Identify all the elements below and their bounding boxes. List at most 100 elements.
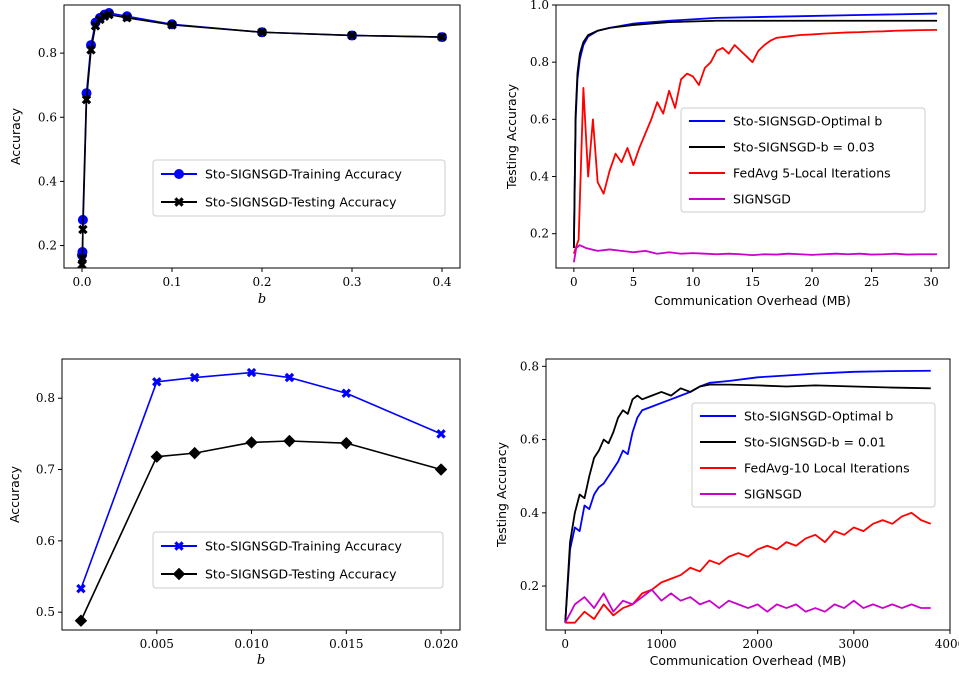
series-line-fedavg-10-local-iterations xyxy=(565,511,932,624)
series-line-signsgd xyxy=(572,244,938,263)
plot-area xyxy=(572,12,938,263)
chart-panel-2: 0 5 10 15 20 25 30 0.2 0.4 0.6 0.8 1.0 Communication… xyxy=(504,0,950,308)
legend-frame xyxy=(152,531,444,589)
plot-frame xyxy=(63,4,461,269)
x-tick-label: 1000 xyxy=(646,637,677,651)
x-tick-label: 0.005 xyxy=(140,637,174,651)
legend-frame xyxy=(680,107,926,213)
plot-frame xyxy=(61,358,461,631)
plot-area xyxy=(77,8,447,268)
x-tick-label: 0.4 xyxy=(432,275,451,289)
chart-panel-1: 0.0 0.1 0.2 0.3 0.4 0.2 0.4 0.6 0.8 b Accuracy Sto-… xyxy=(8,4,461,307)
x-tick-label: 0.2 xyxy=(252,275,271,289)
legend-label: Sto-SIGNSGD-Optimal b xyxy=(744,409,893,424)
series-line-sto-signsgd-b-0-01 xyxy=(564,383,931,623)
x-tick-label: 0.1 xyxy=(162,275,181,289)
legend-label: Sto-SIGNSGD-Optimal b xyxy=(733,114,882,129)
legend: Sto-SIGNSGD-Training Accuracy Sto-SIGNSGD… xyxy=(152,531,444,589)
legend-marker xyxy=(174,541,184,551)
x-tick-label: 20 xyxy=(804,275,819,289)
y-tick-label: 0.2 xyxy=(530,227,549,241)
data-point-sto-signsgd-testing-accuracy xyxy=(340,436,353,450)
data-point-sto-signsgd-testing-accuracy xyxy=(77,253,88,264)
plot-area xyxy=(74,367,448,627)
x-tick-label: 0.3 xyxy=(342,275,361,289)
y-tick-label: 1.0 xyxy=(530,0,549,12)
data-point-sto-signsgd-testing-accuracy xyxy=(74,614,88,627)
data-point-sto-signsgd-testing-accuracy xyxy=(347,30,357,41)
legend-marker xyxy=(174,169,184,179)
y-tick-label: 0.4 xyxy=(520,506,539,520)
y-axis-label: Testing Accuracy xyxy=(504,83,519,190)
y-tick-label: 0.2 xyxy=(38,239,57,253)
x-tick-label: 15 xyxy=(745,275,760,289)
data-point-sto-signsgd-testing-accuracy xyxy=(434,463,448,476)
y-tick-label: 0.6 xyxy=(520,433,539,447)
y-tick-label: 0.6 xyxy=(530,112,549,126)
data-point-sto-signsgd-training-accuracy xyxy=(436,429,446,439)
y-tick-label: 0.2 xyxy=(520,579,539,593)
legend-label: SIGNSGD xyxy=(744,487,802,502)
legend-label: FedAvg-10 Local Iterations xyxy=(744,461,910,476)
data-point-sto-signsgd-testing-accuracy xyxy=(81,94,92,105)
legend: Sto-SIGNSGD-Optimal b Sto-SIGNSGD-b = 0.0… xyxy=(680,107,926,213)
x-tick-label: 0 xyxy=(570,275,578,289)
x-tick-label: 30 xyxy=(923,275,938,289)
y-tick-label: 0.4 xyxy=(530,170,549,184)
data-point-sto-signsgd-testing-accuracy xyxy=(188,446,201,460)
legend-label: Sto-SIGNSGD-Training Accuracy xyxy=(205,167,402,182)
y-tick-label: 0.7 xyxy=(36,463,55,477)
data-point-sto-signsgd-testing-accuracy xyxy=(86,45,96,55)
legend-marker xyxy=(174,197,184,207)
x-tick-label: 25 xyxy=(864,275,879,289)
data-point-sto-signsgd-testing-accuracy xyxy=(437,32,447,42)
data-point-sto-signsgd-training-accuracy xyxy=(341,388,352,398)
legend-label: Sto-SIGNSGD-Testing Accuracy xyxy=(205,567,397,582)
data-point-sto-signsgd-testing-accuracy xyxy=(167,20,177,30)
y-tick-label: 0.8 xyxy=(36,391,55,405)
legend-label: Sto-SIGNSGD-b = 0.01 xyxy=(744,435,886,450)
data-point-sto-signsgd-testing-accuracy xyxy=(104,9,114,20)
legend: Sto-SIGNSGD-Optimal b Sto-SIGNSGD-b = 0.0… xyxy=(691,402,936,508)
legend-label: Sto-SIGNSGD-Training Accuracy xyxy=(205,539,402,554)
x-tick-label: 0.020 xyxy=(424,637,458,651)
series-line-fedavg-5-local-iterations xyxy=(573,28,938,254)
series-line-sto-signsgd-b-0-03 xyxy=(572,19,938,249)
y-tick-label: 0.8 xyxy=(530,55,549,69)
data-point-sto-signsgd-testing-accuracy xyxy=(283,434,296,448)
legend-label: Sto-SIGNSGD-b = 0.03 xyxy=(733,140,875,155)
legend-label: SIGNSGD xyxy=(733,192,791,207)
data-point-sto-signsgd-training-accuracy xyxy=(246,367,257,378)
x-tick-label: 10 xyxy=(685,275,700,289)
x-tick-label: 0.015 xyxy=(329,637,363,651)
y-tick-label: 0.8 xyxy=(38,46,57,60)
y-axis-label: Testing Accuracy xyxy=(494,441,509,548)
legend-marker xyxy=(172,567,186,581)
data-point-sto-signsgd-testing-accuracy xyxy=(122,13,132,23)
y-axis-label: Accuracy xyxy=(8,107,23,165)
data-point-sto-signsgd-testing-accuracy xyxy=(78,224,88,235)
x-tick-label: 5 xyxy=(630,275,638,289)
x-tick-label: 2000 xyxy=(742,637,773,651)
data-point-sto-signsgd-testing-accuracy xyxy=(245,436,258,449)
legend: Sto-SIGNSGD-Training Accuracy Sto-SIGNSGD… xyxy=(152,159,446,217)
data-point-sto-signsgd-testing-accuracy xyxy=(257,27,267,37)
chart-panel-3: 0.005 0.010 0.015 0.020 0.5 0.6 0.7 0.8 b Accurac… xyxy=(7,358,461,668)
y-tick-label: 0.5 xyxy=(36,605,55,619)
x-tick-label: 0.0 xyxy=(72,275,91,289)
x-axis-label: Communication Overhead (MB) xyxy=(654,293,851,308)
y-axis-label: Accuracy xyxy=(7,465,22,523)
series-line-signsgd xyxy=(564,588,931,624)
y-tick-label: 0.8 xyxy=(520,359,539,373)
y-tick-label: 0.4 xyxy=(38,174,57,188)
y-tick-label: 0.6 xyxy=(38,110,57,124)
y-tick-label: 0.6 xyxy=(36,534,55,548)
x-tick-label: 3000 xyxy=(839,637,870,651)
legend-frame xyxy=(152,159,446,217)
data-point-sto-signsgd-training-accuracy xyxy=(152,377,162,387)
x-axis-label: Communication Overhead (MB) xyxy=(650,653,847,668)
data-point-sto-signsgd-training-accuracy xyxy=(76,583,86,594)
